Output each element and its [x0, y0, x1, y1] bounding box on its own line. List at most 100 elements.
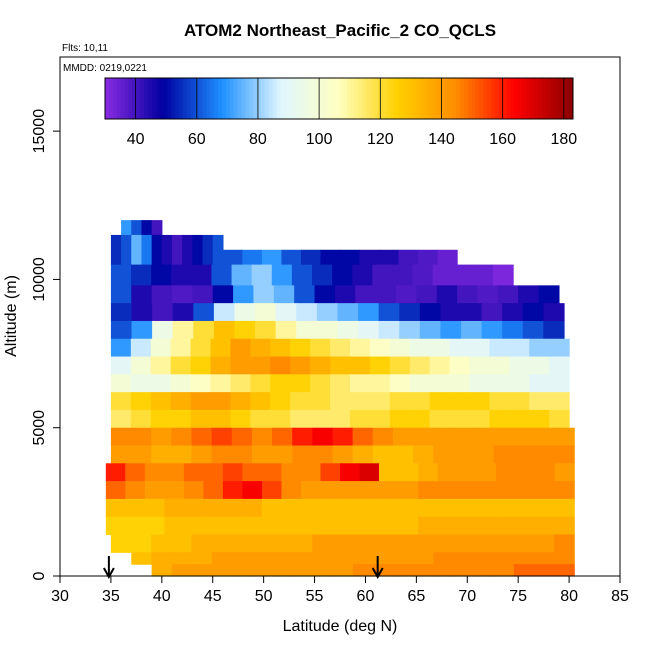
heatmap-cell [172, 234, 183, 266]
heatmap-cell [125, 481, 146, 500]
heatmap-cell [359, 516, 380, 536]
colorbar-segment [569, 78, 574, 119]
heatmap-cell [251, 445, 273, 464]
heatmap-cell [203, 481, 224, 500]
heatmap-cell [389, 392, 411, 411]
colorbar-segment [155, 78, 161, 119]
heatmap-cell [230, 374, 251, 393]
heatmap-cell [110, 320, 133, 340]
heatmap-cell [281, 463, 302, 482]
heatmap-cell [250, 409, 271, 429]
colorbar-segment [116, 78, 122, 119]
heatmap-cell [533, 427, 555, 447]
heatmap-cell [292, 427, 313, 447]
heatmap-cell [349, 356, 371, 375]
heatmap-cell [369, 392, 391, 411]
heatmap-cell [110, 285, 132, 304]
heatmap-cell [170, 338, 192, 358]
heatmap-cell [515, 481, 536, 500]
colorbar-segment [292, 78, 297, 119]
colorbar-segment [335, 78, 340, 119]
heatmap-cell [392, 445, 414, 464]
colorbar-segment [183, 78, 188, 119]
heatmap-cell [230, 409, 251, 429]
heatmap-cell [290, 392, 311, 411]
colorbar: 40 60 80 100 120 140 160 180 [104, 77, 577, 148]
heatmap-cell [429, 374, 451, 393]
colorbar-segment [315, 78, 320, 119]
heatmap-cell [316, 303, 339, 322]
heatmap-cell [419, 303, 442, 322]
heatmap-cell [416, 285, 438, 304]
heatmap-cell [330, 374, 351, 393]
heatmap-cell [379, 498, 400, 518]
heatmap-cell [253, 285, 275, 304]
heatmap-cell [372, 552, 394, 565]
heatmap-cell [150, 392, 172, 411]
colorbar-frame [104, 77, 574, 120]
heatmap-cell [164, 481, 185, 500]
colorbar-segment [405, 78, 410, 119]
heatmap-cell [515, 498, 536, 518]
date-annotation: MMDD: 0219,0221 [63, 63, 147, 74]
heatmap-cell [332, 552, 354, 565]
heatmap-cell [252, 564, 273, 577]
heatmap-cell [355, 285, 377, 304]
heatmap-cell [419, 320, 442, 340]
heatmap-cell [273, 285, 295, 304]
heatmap-cell [489, 356, 510, 375]
heatmap-cell [457, 463, 478, 482]
heatmap-cell [190, 392, 212, 411]
heatmap-cell [190, 409, 212, 429]
colorbar-segment [144, 78, 149, 119]
chart-title: ATOM2 Northeast_Pacific_2 CO_QCLS [184, 21, 496, 40]
heatmap-cell [493, 564, 515, 577]
heatmap-cell [473, 445, 495, 464]
heatmap-cell [337, 303, 359, 322]
heatmap-cell [320, 516, 341, 536]
heatmap-cell [131, 234, 143, 266]
heatmap-cell [294, 285, 316, 304]
heatmap-cell [330, 356, 351, 375]
heatmap-cell [232, 564, 253, 577]
colorbar-segment [311, 78, 317, 119]
heatmap-cell [312, 552, 334, 565]
x-axis: 30 35 40 45 50 55 60 65 70 75 80 85 [51, 576, 629, 605]
x-tick-label: 50 [255, 588, 273, 605]
heatmap-cell [290, 356, 311, 375]
colorbar-segment [128, 78, 133, 119]
heatmap-cell [172, 303, 194, 322]
colorbar-segment [424, 78, 430, 119]
heatmap-cell [202, 234, 214, 266]
heatmap-cell [535, 481, 556, 500]
heatmap-cell [358, 303, 380, 322]
colorbar-segment [175, 78, 180, 119]
heatmap-cell [396, 285, 417, 304]
heatmap-cell [409, 392, 431, 411]
colorbar-segment [537, 78, 543, 119]
heatmap-cell [481, 320, 503, 340]
x-tick-label: 60 [357, 588, 375, 605]
heatmap-cell [509, 392, 530, 411]
heatmap-cell [369, 356, 391, 375]
heatmap-cell [191, 445, 213, 464]
heatmap-cell [469, 392, 491, 411]
colorbar-tick-label: 60 [188, 131, 206, 148]
heatmap-cell [213, 320, 236, 340]
heatmap-cell [281, 481, 302, 500]
heatmap-cell [144, 516, 165, 536]
heatmap-cell [352, 564, 374, 577]
colorbar-segment [530, 78, 535, 119]
heatmap-cell [449, 392, 471, 411]
colorbar-segment [354, 78, 359, 119]
heatmap-cell [255, 303, 277, 322]
flights-annotation: Flts: 10,11 [62, 43, 108, 54]
heatmap-cell [261, 516, 283, 536]
heatmap-cell [296, 303, 318, 322]
heatmap-cell [211, 264, 233, 286]
heatmap-cell [242, 463, 263, 482]
heatmap-cell [369, 374, 391, 393]
heatmap-cell [310, 374, 331, 393]
y-tick-label: 15000 [31, 109, 48, 154]
heatmap-cell [151, 285, 173, 304]
